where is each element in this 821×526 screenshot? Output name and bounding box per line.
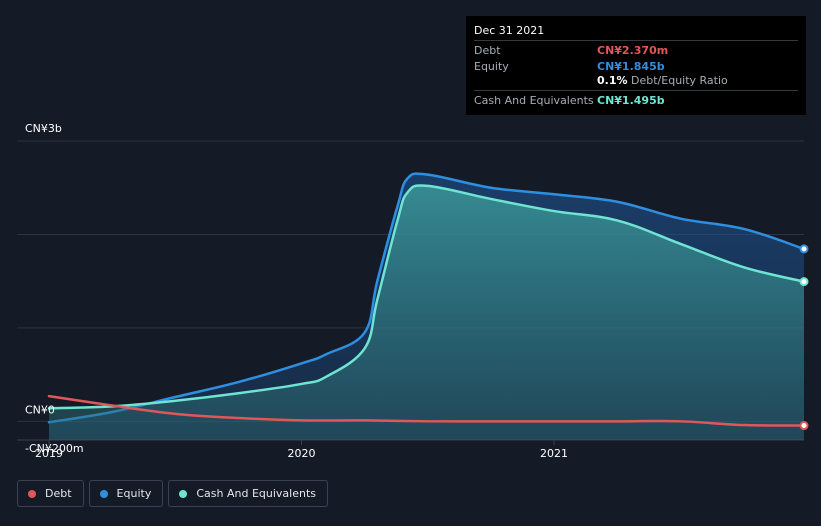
legend-label-equity: Equity — [116, 487, 152, 500]
legend-item-cash[interactable]: Cash And Equivalents — [168, 480, 328, 507]
tooltip-cash-value: CN¥1.495b — [597, 94, 665, 107]
legend-label-debt: Debt — [45, 487, 72, 500]
tooltip-row-cash: Cash And Equivalents CN¥1.495b — [474, 90, 798, 108]
tooltip-ratio-label: Debt/Equity Ratio — [631, 74, 728, 87]
legend-item-debt[interactable]: Debt — [17, 480, 84, 507]
endpoint-debt — [799, 421, 809, 431]
tooltip-row-debt: Debt CN¥2.370m — [474, 40, 798, 58]
tooltip-equity-value: CN¥1.845b — [597, 60, 665, 73]
legend-dot-cash — [179, 489, 188, 498]
tooltip-ratio-percent: 0.1% — [597, 74, 628, 87]
tooltip-cash-label: Cash And Equivalents — [474, 94, 594, 107]
legend: Debt Equity Cash And Equivalents — [17, 480, 328, 507]
legend-dot-equity — [99, 489, 108, 498]
line-cash-and-equivalents — [47, 184, 806, 410]
y-axis-label-3000: CN¥3b — [25, 122, 62, 135]
tooltip: Dec 31 2021 Debt CN¥2.370m Equity CN¥1.8… — [466, 16, 806, 115]
legend-label-cash: Cash And Equivalents — [196, 487, 316, 500]
tooltip-ratio: 0.1% Debt/Equity Ratio — [597, 74, 728, 87]
x-tick-label-2020: 2020 — [288, 447, 316, 460]
legend-dot-debt — [28, 489, 36, 498]
x-tick-label-2021: 2021 — [540, 447, 568, 460]
y-axis-label-0: CN¥0 — [25, 403, 55, 416]
tooltip-date: Dec 31 2021 — [474, 24, 545, 37]
endpoint-cash-and-equivalents — [799, 277, 809, 287]
area-cash-and-equivalents — [49, 185, 804, 440]
legend-item-equity[interactable]: Equity — [88, 480, 164, 507]
tooltip-debt-value: CN¥2.370m — [597, 44, 669, 57]
line-debt — [47, 394, 806, 427]
x-tick-label-2019: 2019 — [35, 447, 63, 460]
tooltip-equity-label: Equity — [474, 60, 509, 73]
tooltip-row-equity: Equity CN¥1.845b — [474, 57, 798, 74]
endpoint-equity — [799, 244, 809, 254]
line-equity — [47, 172, 806, 424]
y-axis-label-neg200: -CN¥200m — [25, 442, 84, 455]
tooltip-debt-label: Debt — [474, 44, 501, 57]
